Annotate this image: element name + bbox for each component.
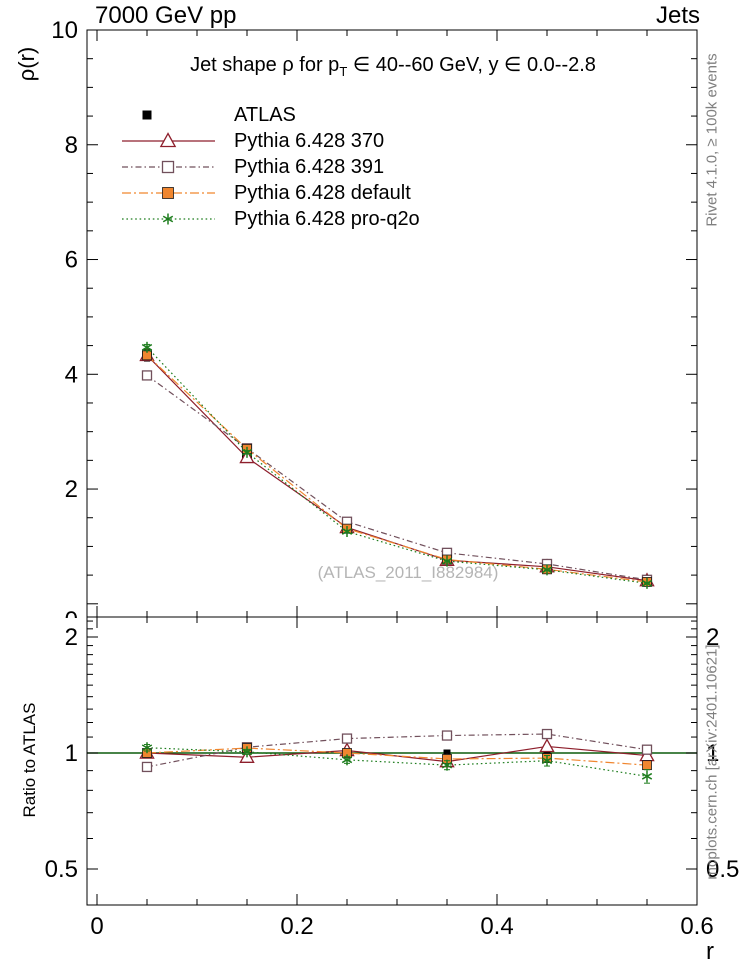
- rivet-version-text: Rivet 4.1.0, ≥ 100k events: [703, 53, 721, 227]
- mcplots-credit-text: mcplots.cern.ch [arXiv:2401.10621]: [703, 644, 721, 880]
- legend-item-atlas: ATLAS: [122, 102, 420, 128]
- watermark: (ATLAS_2011_I882984): [318, 563, 499, 582]
- svg-text:0: 0: [90, 913, 103, 940]
- svg-text:0.6: 0.6: [680, 913, 713, 940]
- clipped-zero-label: 0: [65, 607, 78, 634]
- svg-text:6: 6: [65, 247, 78, 274]
- svg-text:1: 1: [65, 740, 78, 767]
- watermark-text: (ATLAS_2011_I882984): [318, 563, 499, 582]
- plot-title-subscript: T: [339, 64, 348, 79]
- legend-label-pythia-6-428-370: Pythia 6.428 370: [234, 129, 385, 152]
- svg-text:2: 2: [65, 476, 78, 503]
- legend-marker-pythia-6-428-370: [122, 132, 215, 148]
- analysis-topic-label: Jets: [655, 2, 700, 29]
- svg-text:0: 0: [65, 607, 78, 634]
- legend-label-pythia-6-428-pro-q2o: Pythia 6.428 pro-q2o: [234, 207, 420, 230]
- legend-marker-pythia-6-428-pro-q2o: [122, 213, 215, 225]
- legend-marker-pythia-6-428-391: [122, 160, 215, 174]
- svg-text:10: 10: [51, 17, 78, 44]
- legend-marker-atlas: [142, 110, 152, 120]
- svg-text:8: 8: [65, 132, 78, 159]
- svg-text:0.4: 0.4: [480, 913, 513, 940]
- legend: ATLAS Pythia 6.428 370 Pythia 6.428 391 Pyt…: [122, 102, 420, 232]
- x-axis-label: r: [706, 938, 714, 965]
- legend-marker-pythia-6-428-default: [122, 187, 215, 199]
- legend-item-pythia-6-428-391: Pythia 6.428 391: [122, 154, 420, 180]
- axis-ticks: [87, 29, 698, 905]
- y-axis-label-ratio: Ratio to ATLAS: [20, 702, 39, 818]
- plot-title-pre: Jet shape ρ for p: [190, 54, 340, 76]
- y-axis-label-main: ρ(r): [14, 46, 39, 82]
- legend-label-pythia-6-428-default: Pythia 6.428 default: [234, 181, 411, 204]
- svg-text:4: 4: [65, 361, 78, 388]
- svg-text:2: 2: [65, 624, 78, 651]
- series-pythia-6-428-pro-q2o: [141, 341, 653, 784]
- legend-item-pythia-6-428-default: Pythia 6.428 default: [122, 180, 420, 206]
- svg-text:1: 1: [706, 740, 719, 767]
- plot-title: Jet shape ρ for pT ∈ 40--60 GeV, y ∈ 0.0…: [190, 52, 596, 79]
- svg-text:0.2: 0.2: [280, 913, 313, 940]
- beam-energy-label: 7000 GeV pp: [95, 2, 237, 29]
- legend-label-pythia-6-428-391: Pythia 6.428 391: [234, 155, 385, 178]
- plot-title-post: ∈ 40--60 GeV, y ∈ 0.0--2.8: [347, 54, 596, 76]
- legend-item-pythia-6-428-370: Pythia 6.428 370: [122, 128, 420, 154]
- legend-item-pythia-6-428-pro-q2o: Pythia 6.428 pro-q2o: [122, 206, 420, 232]
- svg-text:0.5: 0.5: [706, 856, 739, 883]
- svg-text:2: 2: [706, 624, 719, 651]
- svg-text:0.5: 0.5: [45, 856, 78, 883]
- legend-label-atlas: ATLAS: [234, 103, 296, 126]
- panel-frames: [86, 29, 698, 906]
